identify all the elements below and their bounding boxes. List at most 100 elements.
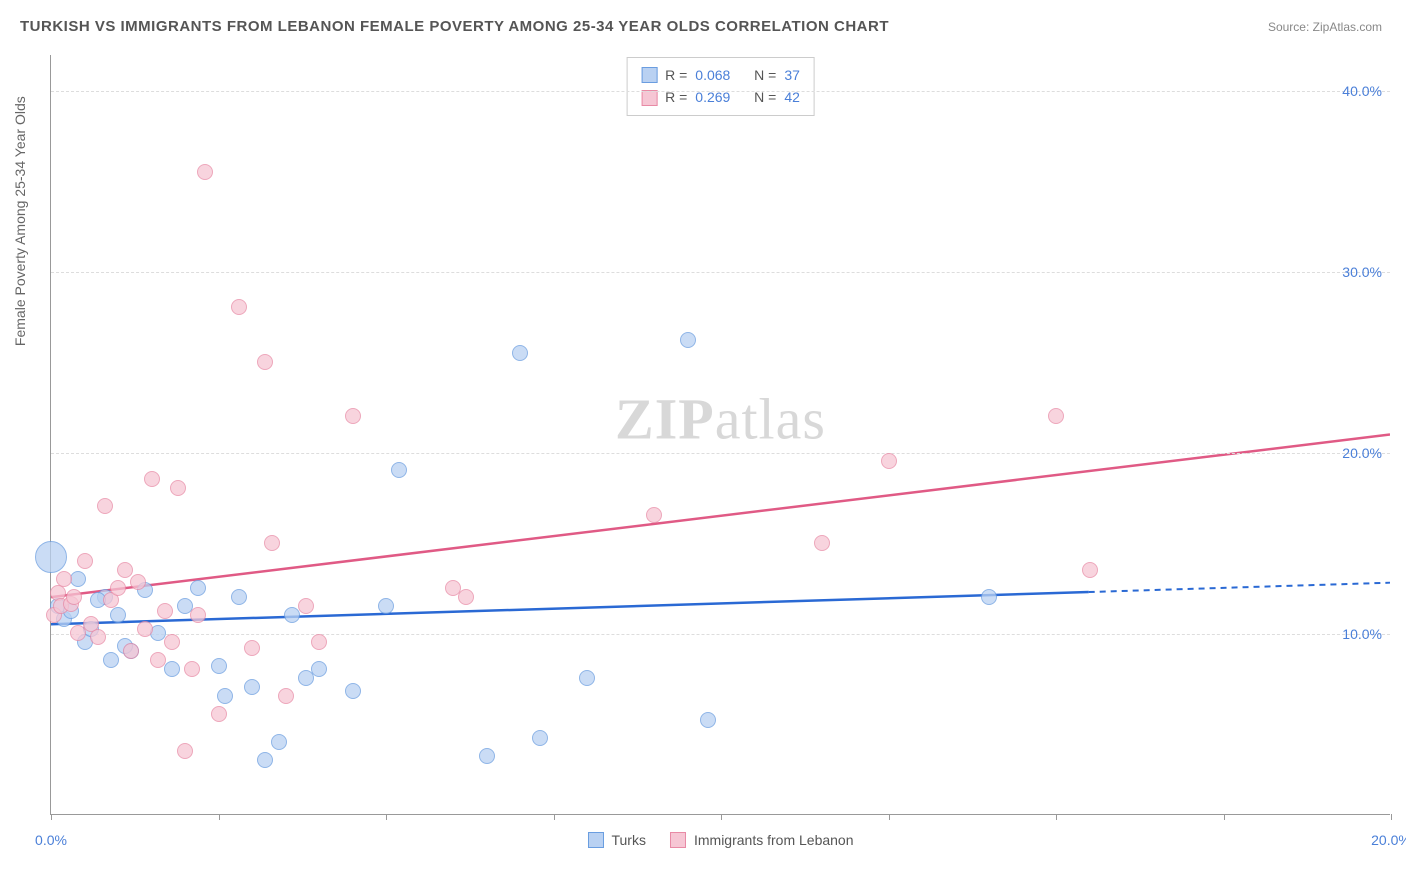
y-tick-label: 20.0% [1342, 445, 1382, 461]
scatter-point [123, 643, 139, 659]
scatter-point [211, 706, 227, 722]
scatter-point [311, 634, 327, 650]
legend-r-value: 0.269 [695, 86, 730, 108]
x-tick [1056, 814, 1057, 820]
scatter-point [378, 598, 394, 614]
x-tick [889, 814, 890, 820]
watermark: ZIPatlas [615, 386, 826, 453]
chart-title: TURKISH VS IMMIGRANTS FROM LEBANON FEMAL… [20, 18, 889, 35]
gridline [51, 272, 1390, 273]
scatter-point [700, 712, 716, 728]
watermark-rest: atlas [715, 387, 826, 452]
scatter-point [244, 679, 260, 695]
scatter-point [164, 661, 180, 677]
scatter-point [391, 462, 407, 478]
source-label: Source: ZipAtlas.com [1268, 20, 1382, 34]
x-tick-label: 20.0% [1371, 832, 1406, 848]
scatter-point [646, 507, 662, 523]
x-tick [554, 814, 555, 820]
plot-area: ZIPatlas R = 0.068 N = 37 R = 0.269 N = … [50, 55, 1390, 815]
scatter-point [264, 535, 280, 551]
legend-n-label: N = [754, 64, 776, 86]
scatter-point [170, 480, 186, 496]
legend-label: Turks [611, 832, 645, 848]
scatter-point [184, 661, 200, 677]
gridline [51, 453, 1390, 454]
scatter-point [311, 661, 327, 677]
scatter-point [814, 535, 830, 551]
scatter-point [257, 354, 273, 370]
scatter-point [458, 589, 474, 605]
scatter-point [157, 603, 173, 619]
scatter-point [137, 621, 153, 637]
legend-bottom: Turks Immigrants from Lebanon [587, 832, 853, 848]
legend-item: Turks [587, 832, 645, 848]
y-tick-label: 10.0% [1342, 626, 1382, 642]
x-tick [386, 814, 387, 820]
scatter-point [231, 589, 247, 605]
scatter-point [130, 574, 146, 590]
scatter-point [244, 640, 260, 656]
legend-item: Immigrants from Lebanon [670, 832, 854, 848]
legend-n-label: N = [754, 86, 776, 108]
legend-n-value: 42 [784, 86, 800, 108]
y-tick-label: 30.0% [1342, 264, 1382, 280]
legend-swatch [641, 67, 657, 83]
scatter-point [66, 589, 82, 605]
scatter-point [177, 743, 193, 759]
x-tick-label: 0.0% [35, 832, 67, 848]
scatter-point [103, 652, 119, 668]
legend-correlation: R = 0.068 N = 37 R = 0.269 N = 42 [626, 57, 815, 116]
trend-lines [51, 55, 1390, 814]
scatter-point [579, 670, 595, 686]
legend-swatch [670, 832, 686, 848]
legend-n-value: 37 [784, 64, 800, 86]
x-tick [219, 814, 220, 820]
scatter-point [680, 332, 696, 348]
scatter-point [211, 658, 227, 674]
scatter-point [190, 580, 206, 596]
gridline [51, 91, 1390, 92]
scatter-point [150, 652, 166, 668]
scatter-point [231, 299, 247, 315]
scatter-point [217, 688, 233, 704]
x-tick [1224, 814, 1225, 820]
scatter-point [512, 345, 528, 361]
scatter-point [271, 734, 287, 750]
scatter-point [144, 471, 160, 487]
y-axis-label: Female Poverty Among 25-34 Year Olds [12, 96, 28, 346]
scatter-point [981, 589, 997, 605]
scatter-point [35, 541, 67, 573]
scatter-point [110, 580, 126, 596]
scatter-point [1082, 562, 1098, 578]
scatter-point [257, 752, 273, 768]
scatter-point [345, 408, 361, 424]
scatter-point [298, 598, 314, 614]
legend-r-value: 0.068 [695, 64, 730, 86]
scatter-point [345, 683, 361, 699]
scatter-point [70, 625, 86, 641]
scatter-point [90, 629, 106, 645]
scatter-point [110, 607, 126, 623]
scatter-point [278, 688, 294, 704]
legend-r-label: R = [665, 64, 687, 86]
legend-swatch [587, 832, 603, 848]
scatter-point [56, 571, 72, 587]
scatter-point [532, 730, 548, 746]
scatter-point [97, 498, 113, 514]
legend-r-label: R = [665, 86, 687, 108]
scatter-point [164, 634, 180, 650]
x-tick [1391, 814, 1392, 820]
scatter-point [190, 607, 206, 623]
scatter-point [1048, 408, 1064, 424]
x-tick [721, 814, 722, 820]
legend-rn-row: R = 0.068 N = 37 [641, 64, 800, 86]
y-tick-label: 40.0% [1342, 83, 1382, 99]
scatter-point [77, 553, 93, 569]
scatter-point [479, 748, 495, 764]
scatter-point [197, 164, 213, 180]
watermark-bold: ZIP [615, 387, 715, 452]
legend-rn-row: R = 0.269 N = 42 [641, 86, 800, 108]
scatter-point [881, 453, 897, 469]
legend-label: Immigrants from Lebanon [694, 832, 854, 848]
